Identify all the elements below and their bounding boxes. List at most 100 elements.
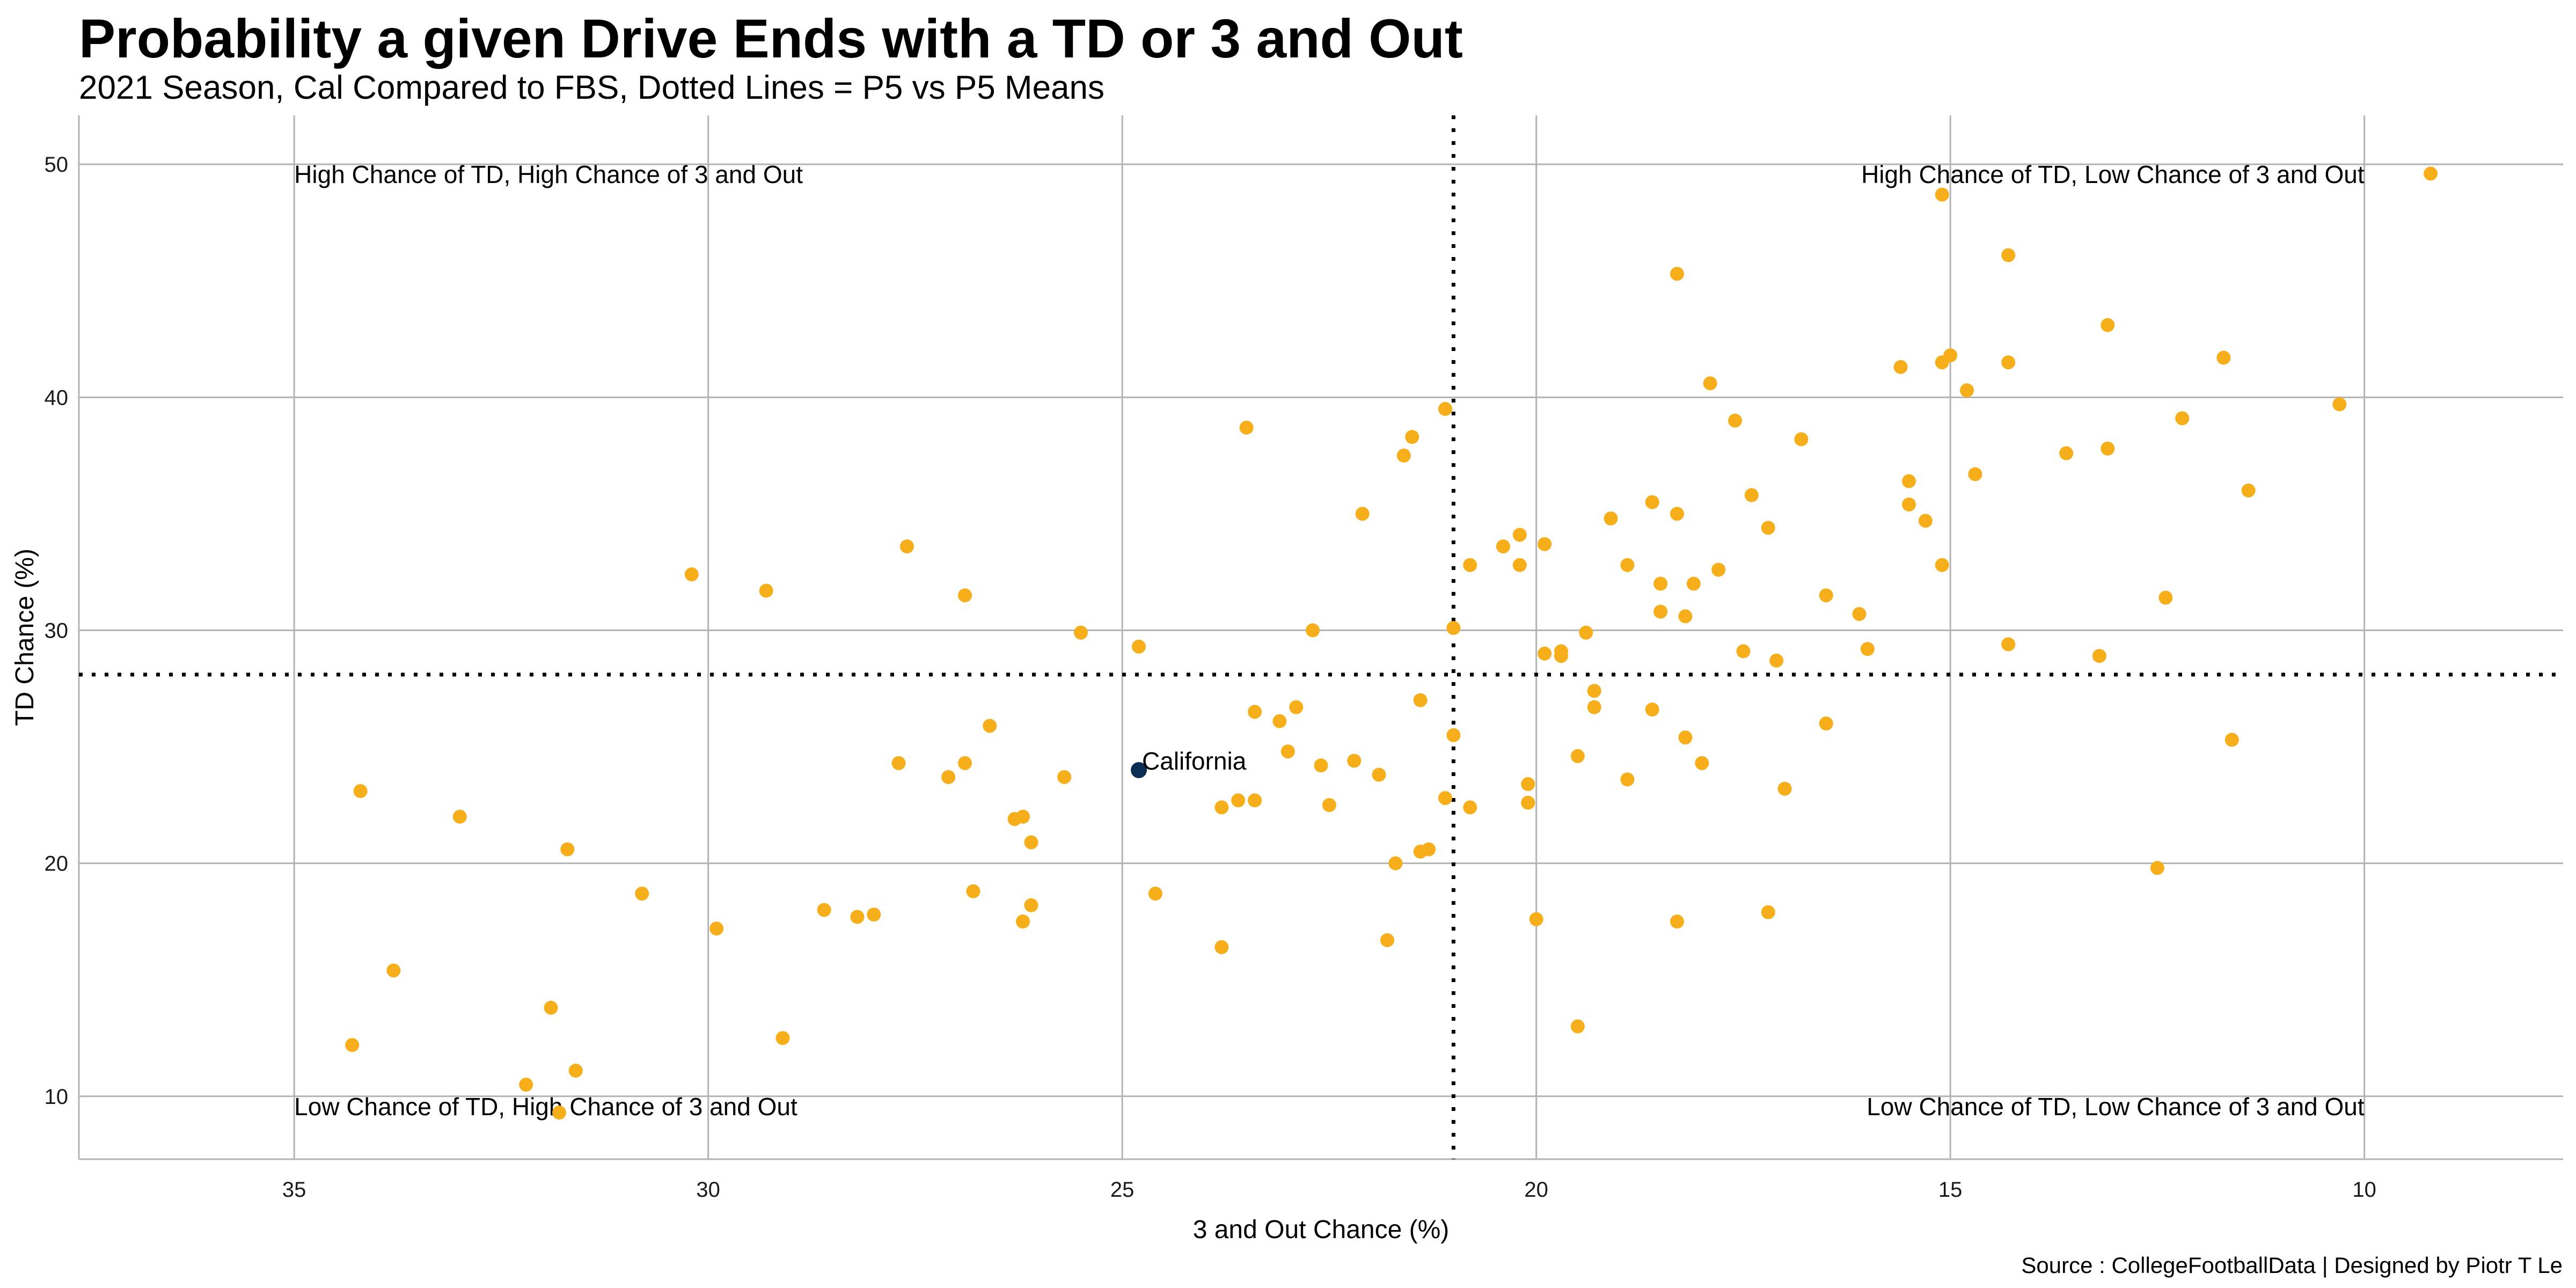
team-point: [1446, 621, 1461, 635]
y-tick-label: 30: [45, 619, 69, 642]
y-tick-label: 50: [45, 153, 69, 177]
team-point: [1016, 914, 1030, 929]
team-point: [1678, 609, 1693, 624]
team-point: [2158, 590, 2173, 605]
y-tick-label: 10: [45, 1085, 69, 1109]
team-point: [1860, 642, 1875, 656]
team-point: [891, 756, 906, 770]
team-point: [1132, 639, 1146, 654]
team-point: [635, 887, 649, 901]
y-tick-label: 40: [45, 386, 69, 409]
chart-title: Probability a given Drive Ends with a TD…: [79, 8, 1463, 69]
team-point: [1769, 653, 1784, 668]
team-point: [850, 910, 865, 924]
team-point: [1794, 432, 1809, 447]
team-point: [1438, 791, 1452, 806]
x-tick-label: 35: [282, 1178, 306, 1202]
team-point: [1711, 562, 1726, 577]
team-point: [1819, 588, 1833, 603]
team-point: [1587, 684, 1601, 698]
x-tick-label: 25: [1110, 1178, 1135, 1202]
team-point: [1570, 1019, 1585, 1034]
team-point: [2001, 637, 2016, 652]
team-point: [1819, 716, 1833, 731]
team-point: [1918, 514, 1933, 528]
team-point: [1761, 905, 1775, 919]
team-point: [1554, 649, 1568, 663]
team-point: [1744, 488, 1759, 502]
team-point: [568, 1064, 583, 1078]
team-point: [1422, 842, 1436, 857]
team-point: [1935, 187, 1949, 202]
x-axis-title: 3 and Out Chance (%): [1193, 1216, 1450, 1244]
team-point: [1396, 448, 1411, 463]
team-point: [1380, 933, 1394, 947]
team-point: [2001, 248, 2016, 262]
team-point: [1463, 800, 1477, 815]
team-point: [1355, 507, 1370, 521]
team-point: [2332, 397, 2347, 412]
team-point: [775, 1031, 790, 1045]
axis-ticks: 35 30 25 20 15 10 10 20 30 40 50: [45, 153, 2376, 1202]
team-point: [2092, 649, 2106, 663]
team-point: [1529, 912, 1543, 926]
team-point: [1306, 623, 1320, 638]
team-point: [1405, 430, 1419, 444]
team-point: [900, 539, 914, 554]
team-point: [1653, 604, 1668, 619]
team-point: [1538, 646, 1552, 661]
team-point: [1670, 507, 1684, 521]
team-point: [1703, 376, 1717, 391]
team-point: [1935, 558, 1949, 572]
team-point: [1413, 693, 1428, 707]
team-point: [560, 842, 575, 857]
team-point: [1322, 798, 1336, 813]
team-point: [966, 884, 980, 898]
team-point: [1280, 744, 1295, 759]
team-point: [1231, 793, 1246, 808]
x-tick-label: 10: [2352, 1178, 2376, 1202]
reference-lines: [79, 115, 2563, 1159]
team-point: [2001, 355, 2016, 370]
team-point: [1604, 511, 1618, 526]
y-tick-label: 20: [45, 852, 69, 876]
team-point: [1024, 898, 1038, 912]
team-point: [958, 588, 972, 603]
team-point: [1074, 625, 1088, 640]
team-point: [941, 770, 956, 784]
team-point: [1620, 558, 1635, 572]
team-point: [1463, 558, 1477, 572]
team-point: [1645, 495, 1659, 509]
team-point: [1248, 793, 1262, 808]
team-point: [1902, 497, 1916, 512]
team-point: [1446, 728, 1461, 742]
team-point: [345, 1038, 360, 1052]
team-point: [684, 567, 699, 582]
team-point: [709, 921, 724, 936]
team-point: [1670, 914, 1684, 929]
source-caption: Source : CollegeFootballData | Designed …: [2021, 1253, 2563, 1278]
team-point: [1678, 730, 1693, 745]
x-tick-label: 30: [696, 1178, 720, 1202]
team-point: [1512, 528, 1527, 542]
team-point: [1289, 700, 1304, 714]
team-point: [1670, 267, 1684, 281]
team-point: [1438, 402, 1452, 416]
team-point: [1388, 856, 1403, 870]
team-point: [759, 583, 773, 598]
team-point: [1852, 607, 1867, 621]
team-point: [1653, 576, 1668, 591]
team-point: [1570, 749, 1585, 763]
team-point: [1057, 770, 1072, 784]
team-point: [1777, 781, 1792, 796]
team-point: [1372, 767, 1386, 782]
team-point: [817, 903, 831, 917]
team-point: [2424, 166, 2438, 181]
team-point: [1521, 777, 1535, 792]
team-point: [1645, 702, 1659, 717]
california-point: [1131, 762, 1147, 778]
team-point: [544, 1000, 558, 1015]
y-axis-title: TD Chance (%): [11, 548, 39, 726]
team-point: [2150, 861, 2164, 875]
